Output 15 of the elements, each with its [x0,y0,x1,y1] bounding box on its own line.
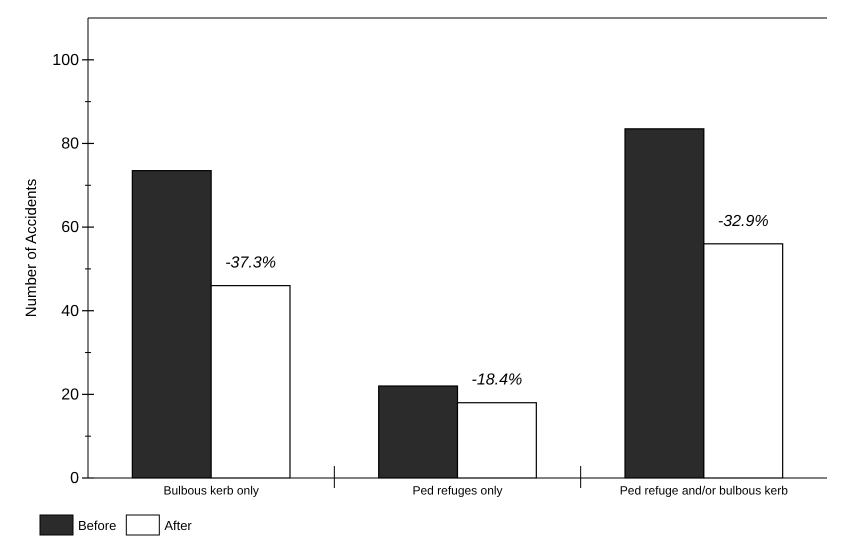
annotation: -32.9% [718,212,769,230]
x-tick-label: Ped refuge and/or bulbous kerb [620,484,788,498]
x-tick-label: Bulbous kerb only [163,484,259,498]
y-tick-label: 0 [70,470,80,488]
y-tick-label: 60 [61,219,80,236]
annotation: -18.4% [472,372,522,389]
annotation: -37.3% [225,254,276,272]
x-tick-label: Ped refuges only [412,484,503,498]
y-tick-label: 100 [52,52,80,69]
y-axis-title: Number of Accidents [23,178,40,318]
y-tick-label: 40 [61,302,80,320]
y-tick-label: 20 [61,386,80,404]
legend-label: Before [78,518,116,533]
legend-label: After [164,518,192,533]
y-tick-label: 80 [61,136,80,153]
